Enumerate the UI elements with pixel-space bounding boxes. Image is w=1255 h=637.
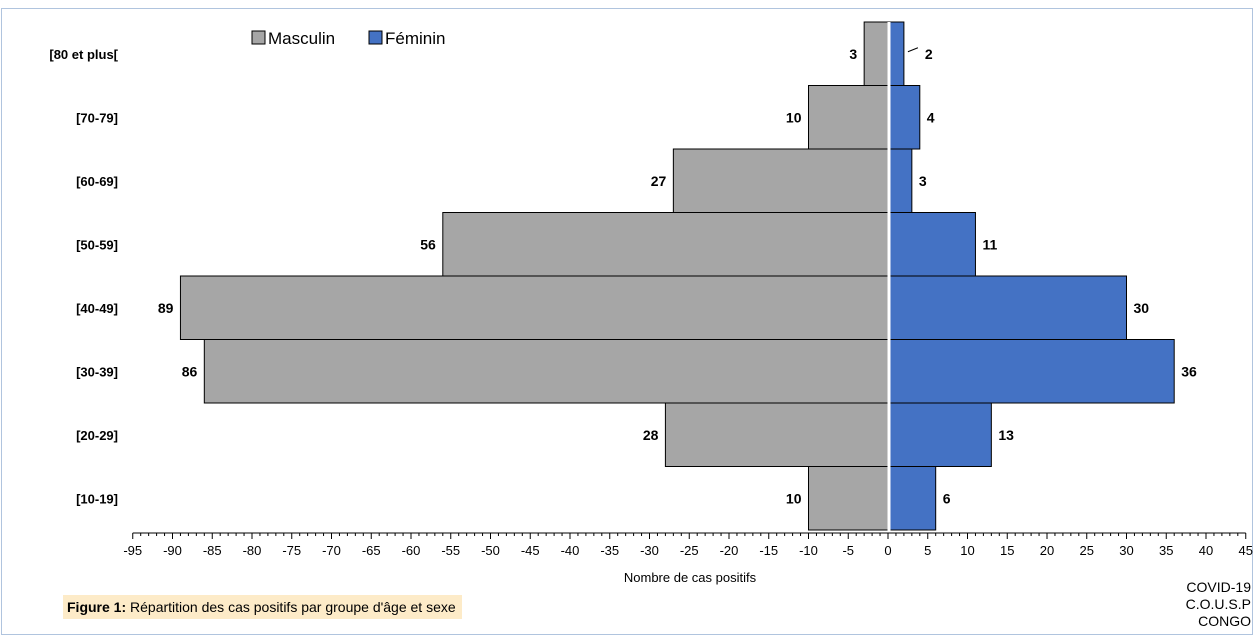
category-label-40-49: [40-49] (76, 301, 118, 316)
data-label-feminin-30-39: 36 (1181, 363, 1197, 379)
bar-feminin-10-19 (887, 466, 937, 531)
bar-feminin-20-29 (887, 402, 992, 467)
legend-label-feminin: Féminin (385, 29, 445, 48)
x-tick-label-m15: -15 (759, 543, 778, 558)
bar-masculin-30-39 (203, 339, 889, 404)
category-label-20-29: [20-29] (76, 428, 118, 443)
legend: Masculin Féminin (251, 29, 445, 48)
bar-feminin-50-59 (887, 212, 976, 277)
data-label-masculin-50-59: 56 (420, 236, 436, 252)
x-tick-label-m70: -70 (322, 543, 341, 558)
data-label-feminin-80-et-plus: 2 (925, 46, 933, 62)
data-label-feminin-60-69: 3 (919, 173, 927, 189)
x-tick-label-25: 25 (1080, 543, 1094, 558)
x-tick-label-m25: -25 (680, 543, 699, 558)
female-bars (887, 21, 1175, 531)
x-tick-label-m75: -75 (282, 543, 301, 558)
x-tick-label-0: 0 (884, 543, 891, 558)
data-labels: 3 2 10 4 27 3 56 11 89 30 86 36 28 13 10 6 (158, 46, 1197, 507)
source-line-1: COVID-19 (1186, 579, 1251, 595)
legend-swatch-masculin (251, 30, 266, 45)
caption-lead: Figure 1: (67, 599, 127, 615)
caption-text: Répartition des cas positifs par groupe … (126, 599, 456, 615)
x-tick-label-m65: -65 (362, 543, 381, 558)
x-tick-label-m80: -80 (243, 543, 262, 558)
x-tick-label-m35: -35 (600, 543, 619, 558)
figure-caption: Figure 1: Répartition des cas positifs p… (63, 595, 462, 619)
source-line-2: C.O.U.S.P (1185, 596, 1251, 612)
bar-masculin-70-79 (808, 85, 889, 150)
source-credit: COVID-19 C.O.U.S.P CONGO (1186, 579, 1251, 630)
bar-feminin-40-49 (887, 275, 1127, 340)
bar-masculin-50-59 (442, 212, 889, 277)
data-label-feminin-20-29: 13 (998, 427, 1014, 443)
data-label-feminin-10-19: 6 (943, 490, 951, 506)
x-tick-label-35: 35 (1159, 543, 1173, 558)
x-tick-label-40: 40 (1199, 543, 1213, 558)
legend-swatch-feminin (368, 30, 383, 45)
x-tick-label-m5: -5 (842, 543, 854, 558)
x-tick-label-45: 45 (1239, 543, 1253, 558)
data-label-feminin-50-59: 11 (982, 236, 997, 252)
category-label-80-et-plus: [80 et plus[ (49, 47, 118, 62)
data-label-masculin-60-69: 27 (651, 173, 667, 189)
x-tick-label-m30: -30 (640, 543, 659, 558)
data-label-feminin-70-79: 4 (927, 109, 935, 125)
data-label-feminin-40-49: 30 (1134, 300, 1150, 316)
x-tick-label-15: 15 (1000, 543, 1014, 558)
bar-feminin-30-39 (887, 339, 1175, 404)
bar-masculin-40-49 (179, 275, 889, 340)
bar-masculin-80-et-plus (863, 21, 889, 86)
legend-label-masculin: Masculin (268, 29, 335, 48)
category-label-60-69: [60-69] (76, 174, 118, 189)
male-bars (179, 21, 889, 531)
data-label-masculin-80-et-plus: 3 (849, 46, 857, 62)
x-tick-label-m40: -40 (561, 543, 580, 558)
data-label-masculin-70-79: 10 (786, 109, 802, 125)
category-label-10-19: [10-19] (76, 491, 118, 506)
chart-frame (1, 8, 1253, 635)
x-axis: -95 -90 -85 -80 -75 -70 -65 -60 -55 -50 -45 -40 -35-… (123, 532, 1253, 558)
category-label-70-79: [70-79] (76, 110, 118, 125)
data-label-masculin-40-49: 89 (158, 300, 174, 316)
x-tick-label-m55: -55 (441, 543, 460, 558)
bar-feminin-70-79 (887, 85, 921, 150)
x-tick-label-m60: -60 (402, 543, 421, 558)
data-label-masculin-30-39: 86 (182, 363, 198, 379)
x-tick-label-5: 5 (924, 543, 931, 558)
bar-masculin-60-69 (672, 148, 889, 213)
x-axis-title: Nombre de cas positifs (624, 570, 757, 585)
x-tick-label-30: 30 (1119, 543, 1133, 558)
bar-masculin-10-19 (808, 466, 889, 531)
x-tick-label-m50: -50 (481, 543, 500, 558)
bar-masculin-20-29 (664, 402, 889, 467)
leader-line-feminin-80-et-plus (907, 47, 919, 53)
category-label-30-39: [30-39] (76, 364, 118, 379)
x-tick-label-m95: -95 (123, 543, 142, 558)
x-tick-label-m10: -10 (799, 543, 818, 558)
bar-feminin-60-69 (887, 148, 913, 213)
x-tick-label-m85: -85 (203, 543, 222, 558)
x-tick-label-m20: -20 (720, 543, 739, 558)
data-label-masculin-10-19: 10 (786, 490, 802, 506)
x-tick-label-10: 10 (960, 543, 974, 558)
data-label-masculin-20-29: 28 (643, 427, 659, 443)
x-tick-label-m45: -45 (521, 543, 540, 558)
x-tick-label-m90: -90 (163, 543, 182, 558)
category-labels: [80 et plus[ [70-79] [60-69] [50-59] [40-49]… (49, 47, 118, 507)
category-label-50-59: [50-59] (76, 237, 118, 252)
x-tick-label-20: 20 (1040, 543, 1054, 558)
source-line-3: CONGO (1198, 613, 1251, 629)
